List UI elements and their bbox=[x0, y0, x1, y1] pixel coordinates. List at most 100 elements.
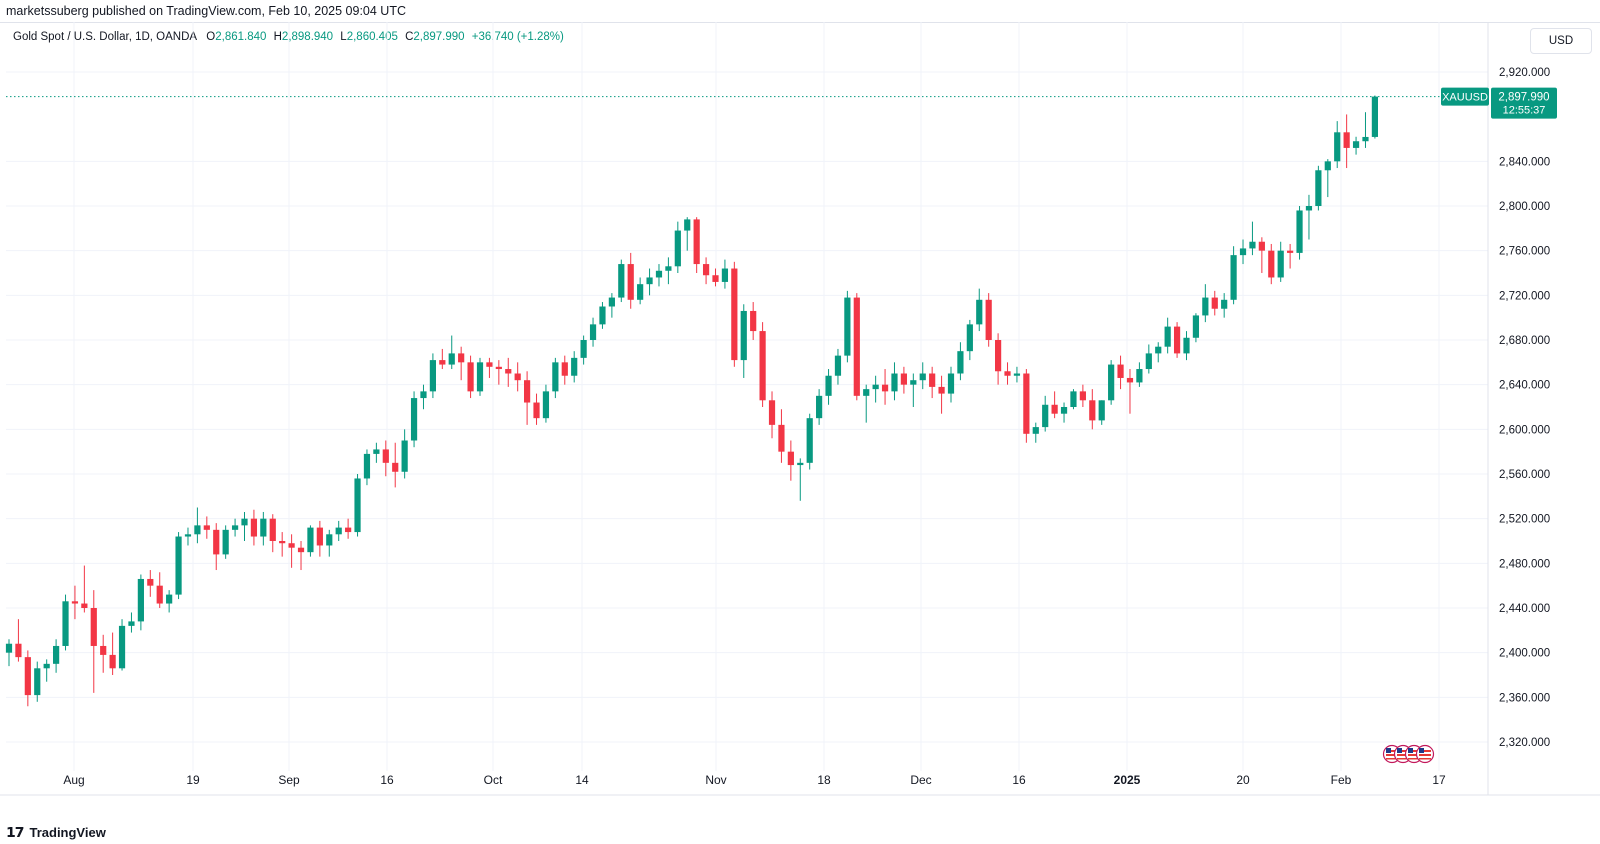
candle bbox=[476, 357, 484, 396]
candle-body bbox=[62, 601, 69, 646]
candle bbox=[90, 590, 97, 693]
flag-stripe bbox=[1419, 750, 1431, 752]
candle-body bbox=[1221, 299, 1228, 309]
candle bbox=[241, 511, 248, 541]
candle-body bbox=[891, 373, 898, 392]
flag-stripe bbox=[1419, 758, 1431, 760]
candle bbox=[1145, 344, 1152, 374]
candle bbox=[1258, 237, 1265, 273]
candle bbox=[1268, 243, 1275, 285]
candle-body bbox=[345, 527, 352, 533]
candle-body bbox=[495, 366, 502, 370]
candle-body bbox=[260, 518, 267, 537]
candle-body bbox=[900, 373, 907, 385]
candle bbox=[542, 384, 550, 423]
candle-body bbox=[571, 357, 578, 376]
candles-layer bbox=[5, 95, 1378, 707]
low-value: 2,860.405 bbox=[346, 31, 398, 43]
candle-body bbox=[203, 525, 210, 530]
flag-stripe bbox=[1397, 750, 1409, 752]
time-tick-label: 16 bbox=[380, 773, 394, 787]
candle bbox=[345, 518, 352, 539]
currency-button[interactable]: USD bbox=[1530, 28, 1592, 54]
candle-body bbox=[1089, 400, 1096, 421]
candle bbox=[279, 532, 286, 557]
chart-grid bbox=[0, 22, 1600, 796]
candle bbox=[401, 429, 408, 479]
candle-body bbox=[213, 529, 220, 555]
candle-body bbox=[166, 594, 173, 604]
symbol-title[interactable]: Gold Spot / U.S. Dollar, 1D, OANDA bbox=[13, 31, 198, 43]
candle-body bbox=[580, 340, 587, 358]
candle-body bbox=[561, 362, 568, 376]
candle-body bbox=[947, 373, 955, 394]
candle-body bbox=[1070, 391, 1077, 407]
candle bbox=[552, 357, 559, 399]
candle bbox=[439, 348, 446, 370]
candle bbox=[966, 319, 973, 361]
candle bbox=[759, 322, 766, 407]
candle bbox=[1315, 165, 1322, 211]
time-tick-label: 17 bbox=[1432, 773, 1446, 787]
candle-body bbox=[693, 219, 700, 265]
candle bbox=[147, 570, 154, 597]
candle bbox=[816, 389, 823, 425]
candle-body bbox=[147, 578, 154, 586]
candle-body bbox=[1108, 364, 1115, 401]
price-tick-label: 2,840.000 bbox=[1499, 156, 1550, 168]
candle-body bbox=[533, 402, 540, 419]
low-label: L bbox=[340, 31, 347, 43]
candle bbox=[1352, 136, 1360, 155]
flag-stripe bbox=[1386, 758, 1398, 760]
candle bbox=[495, 360, 502, 385]
close-value: 2,897.990 bbox=[413, 31, 465, 43]
candle-body bbox=[1230, 255, 1237, 300]
candle-body bbox=[966, 324, 973, 352]
candle-body bbox=[825, 375, 832, 396]
candle-body bbox=[194, 525, 201, 535]
price-tick-label: 2,560.000 bbox=[1499, 469, 1550, 481]
candle-body bbox=[1202, 297, 1209, 316]
flag-canton bbox=[1397, 748, 1402, 753]
candle bbox=[53, 639, 60, 673]
candle bbox=[891, 362, 898, 401]
time-tick-label: 19 bbox=[186, 773, 200, 787]
flag-canton bbox=[1386, 748, 1391, 753]
candle-body bbox=[910, 380, 917, 385]
candle-body bbox=[797, 462, 804, 466]
candle-body bbox=[1192, 315, 1200, 338]
candle-body bbox=[637, 284, 644, 300]
candle bbox=[203, 516, 210, 539]
candle bbox=[863, 384, 870, 423]
candle-body bbox=[863, 389, 870, 396]
candle-body bbox=[401, 440, 408, 472]
flag-stripe bbox=[1397, 758, 1409, 760]
time-tick-label: Dec bbox=[910, 773, 931, 787]
candle bbox=[929, 366, 936, 399]
candle bbox=[15, 619, 22, 662]
tradingview-footer[interactable]: 𝟭𝟳 TradingView bbox=[6, 824, 106, 840]
candle bbox=[1108, 360, 1115, 405]
candle-body bbox=[410, 398, 418, 441]
event-flag-icon[interactable] bbox=[1415, 744, 1435, 764]
candle-body bbox=[759, 331, 766, 401]
price-tick-label: 2,800.000 bbox=[1499, 201, 1550, 213]
candle bbox=[1023, 369, 1030, 443]
candle-body bbox=[476, 362, 484, 392]
price-badge-countdown: 12:55:37 bbox=[1503, 105, 1546, 117]
candle bbox=[1211, 290, 1218, 316]
candlestick-chart[interactable]: 2,320.000 2,360.000 2,400.000 2,440.000 2,48… bbox=[0, 0, 1600, 822]
candle bbox=[947, 366, 955, 403]
candle-body bbox=[627, 264, 634, 300]
candle bbox=[919, 362, 926, 390]
candle-body bbox=[674, 230, 681, 267]
candle-body bbox=[1164, 326, 1171, 347]
candle bbox=[326, 529, 333, 557]
candle bbox=[467, 355, 474, 399]
candle-body bbox=[1013, 373, 1021, 376]
candle bbox=[1183, 331, 1190, 361]
candle bbox=[1117, 355, 1124, 390]
candle bbox=[533, 393, 540, 425]
candle-body bbox=[552, 362, 559, 392]
candle bbox=[853, 293, 860, 401]
